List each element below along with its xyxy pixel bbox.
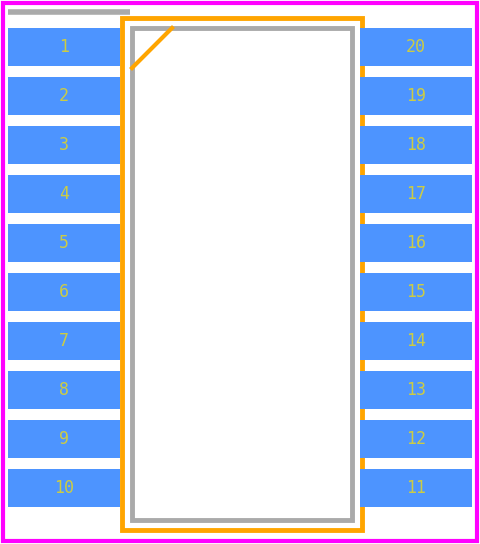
Bar	[360, 371, 472, 409]
Text: 9: 9	[59, 430, 69, 448]
Bar	[132, 28, 352, 520]
Text: 4: 4	[59, 185, 69, 203]
Text: 12: 12	[406, 430, 426, 448]
Bar	[360, 28, 472, 66]
Bar	[8, 469, 120, 507]
Text: 18: 18	[406, 136, 426, 154]
Bar	[8, 371, 120, 409]
Bar	[8, 28, 120, 66]
Text: 15: 15	[406, 283, 426, 301]
Bar	[8, 126, 120, 164]
Text: 17: 17	[406, 185, 426, 203]
Text: 6: 6	[59, 283, 69, 301]
Bar	[8, 322, 120, 360]
Text: 3: 3	[59, 136, 69, 154]
Text: 7: 7	[59, 332, 69, 350]
Text: 14: 14	[406, 332, 426, 350]
Text: 19: 19	[406, 87, 426, 105]
Bar	[8, 175, 120, 213]
Bar	[122, 18, 362, 530]
Bar	[8, 273, 120, 311]
Bar	[360, 273, 472, 311]
Bar	[360, 175, 472, 213]
Bar	[360, 77, 472, 115]
Text: 20: 20	[406, 38, 426, 56]
Bar	[360, 322, 472, 360]
Bar	[360, 224, 472, 262]
Bar	[8, 77, 120, 115]
Text: 16: 16	[406, 234, 426, 252]
Text: 11: 11	[406, 479, 426, 497]
Text: 5: 5	[59, 234, 69, 252]
Text: 8: 8	[59, 381, 69, 399]
Text: 1: 1	[59, 38, 69, 56]
Bar	[8, 420, 120, 458]
Text: 10: 10	[54, 479, 74, 497]
Text: 2: 2	[59, 87, 69, 105]
Bar	[360, 469, 472, 507]
Bar	[360, 126, 472, 164]
Text: 13: 13	[406, 381, 426, 399]
Bar	[360, 420, 472, 458]
Bar	[8, 224, 120, 262]
